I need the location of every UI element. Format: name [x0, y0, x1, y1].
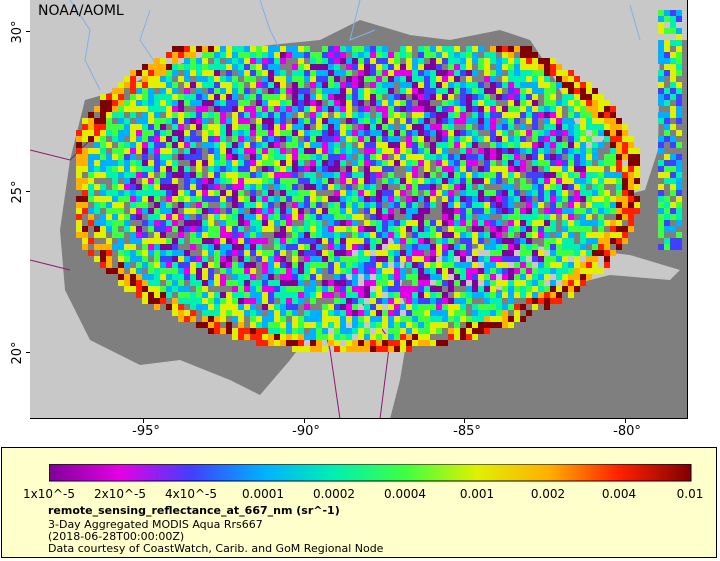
colorbar-label: 0.004 [601, 487, 637, 501]
river-line [349, 0, 376, 41]
lat-tick-label: 25° [10, 180, 26, 204]
credit-label: NOAA/AOML [38, 3, 124, 19]
reflectance-pixels [76, 10, 682, 352]
colorbar-label: 1x10^-5 [22, 487, 76, 501]
map-graphic [30, 0, 687, 418]
colorbar [49, 464, 692, 482]
lon-tick-label: -95° [132, 424, 160, 439]
legend-dataset-line: 3-Day Aggregated MODIS Aqua Rrs667 [48, 518, 263, 531]
lon-tick-label: -85° [453, 424, 481, 439]
colorbar-label: 0.002 [530, 487, 566, 501]
lon-tick-mark [464, 419, 465, 423]
lat-tick-mark [26, 191, 30, 192]
lon-tick-mark [625, 419, 626, 423]
colorbar-label: 2x10^-5 [93, 487, 147, 501]
border-line [30, 259, 71, 271]
lat-tick-mark [26, 352, 30, 353]
map-panel[interactable]: NOAA/AOML [30, 0, 688, 419]
river-line [139, 9, 161, 71]
river-line [629, 4, 641, 41]
legend-title: remote_sensing_reflectance_at_667_nm (sr… [48, 504, 340, 517]
us-landmass [30, 0, 687, 160]
lon-tick-label: -90° [292, 424, 320, 439]
colorbar-label: 0.001 [459, 487, 495, 501]
colorbar-label: 4x10^-5 [164, 487, 218, 501]
lat-tick-label: 20° [10, 341, 26, 365]
colorbar-gradient [49, 464, 692, 482]
colorbar-label: 0.01 [676, 487, 704, 501]
lon-tick-mark [304, 419, 305, 423]
lat-tick-mark [26, 31, 30, 32]
legend-credit-line: Data courtesy of CoastWatch, Carib. and … [48, 542, 384, 555]
lon-tick-label: -80° [613, 424, 641, 439]
lon-tick-mark [143, 419, 144, 423]
colorbar-label: 0.0001 [242, 487, 284, 501]
colorbar-label: 0.0002 [313, 487, 355, 501]
lat-tick-label: 30° [10, 20, 26, 44]
river-line [69, 0, 101, 91]
legend-date-line: (2018-06-28T00:00:00Z) [48, 530, 185, 543]
mexico-landmass [30, 160, 410, 418]
colorbar-label: 0.0004 [384, 487, 426, 501]
legend-panel: 1x10^-5 2x10^-5 4x10^-5 0.0001 0.0002 0.… [1, 447, 717, 558]
river-line [259, 0, 281, 51]
